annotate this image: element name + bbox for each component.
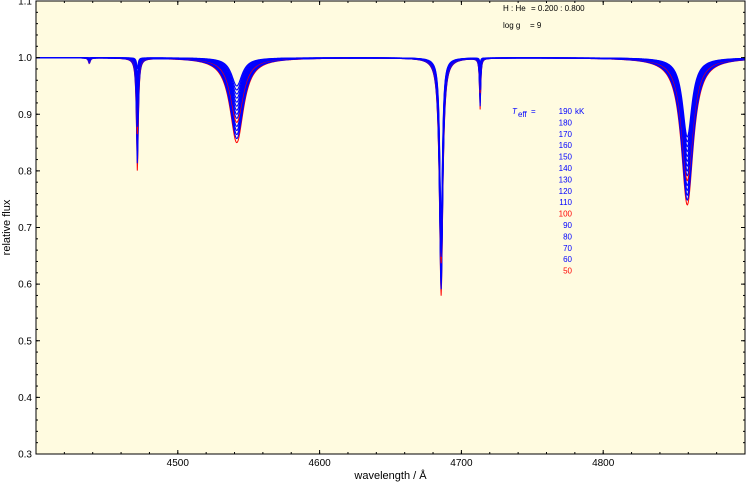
x-tick-label: 4600: [308, 458, 331, 469]
legend-entry: 160: [559, 141, 573, 150]
legend-entry: 140: [559, 164, 573, 173]
y-tick-label: 0.6: [18, 280, 32, 291]
x-axis-title: wavelength / Å: [353, 469, 427, 482]
legend-entry: 150: [559, 153, 573, 162]
legend-entry: 120: [559, 187, 573, 196]
legend-title-eq: =: [531, 107, 536, 116]
legend-title: T: [512, 107, 518, 116]
series-line-190: [36, 57, 746, 210]
x-tick-label: 4700: [450, 458, 473, 469]
legend-entry: 50: [563, 267, 572, 276]
plot-background: [36, 1, 745, 454]
composition-value: = 0.200 : 0.800: [531, 4, 585, 13]
legend-entry: 110: [559, 198, 572, 207]
composition-label: H : He: [503, 4, 526, 13]
logg-label: log g: [503, 21, 520, 30]
legend-title-sub: eff: [518, 110, 528, 119]
y-tick-label: 1.0: [18, 53, 32, 64]
legend-entry: 190: [559, 107, 573, 116]
legend-unit: kK: [575, 107, 585, 116]
x-tick-label: 4500: [167, 458, 190, 469]
y-tick-label: 1.1: [18, 0, 32, 8]
y-axis-title: relative flux: [1, 199, 13, 255]
legend-entry: 70: [563, 244, 572, 253]
legend-entry: 100: [559, 210, 573, 219]
y-tick-label: 0.8: [18, 166, 32, 177]
x-tick-label: 4800: [592, 458, 615, 469]
legend-entry: 130: [559, 175, 573, 184]
legend-entry: 180: [559, 118, 573, 127]
y-tick-label: 0.4: [18, 393, 32, 404]
y-tick-label: 0.5: [18, 336, 32, 347]
logg-value: = 9: [530, 21, 542, 30]
legend-entry: 90: [563, 221, 572, 230]
y-tick-label: 0.9: [18, 110, 32, 121]
legend-entry: 170: [559, 130, 573, 139]
y-tick-label: 0.3: [18, 450, 32, 461]
legend-entry: 80: [563, 232, 572, 241]
y-tick-label: 0.7: [18, 223, 32, 234]
legend-entry: 60: [563, 255, 572, 264]
